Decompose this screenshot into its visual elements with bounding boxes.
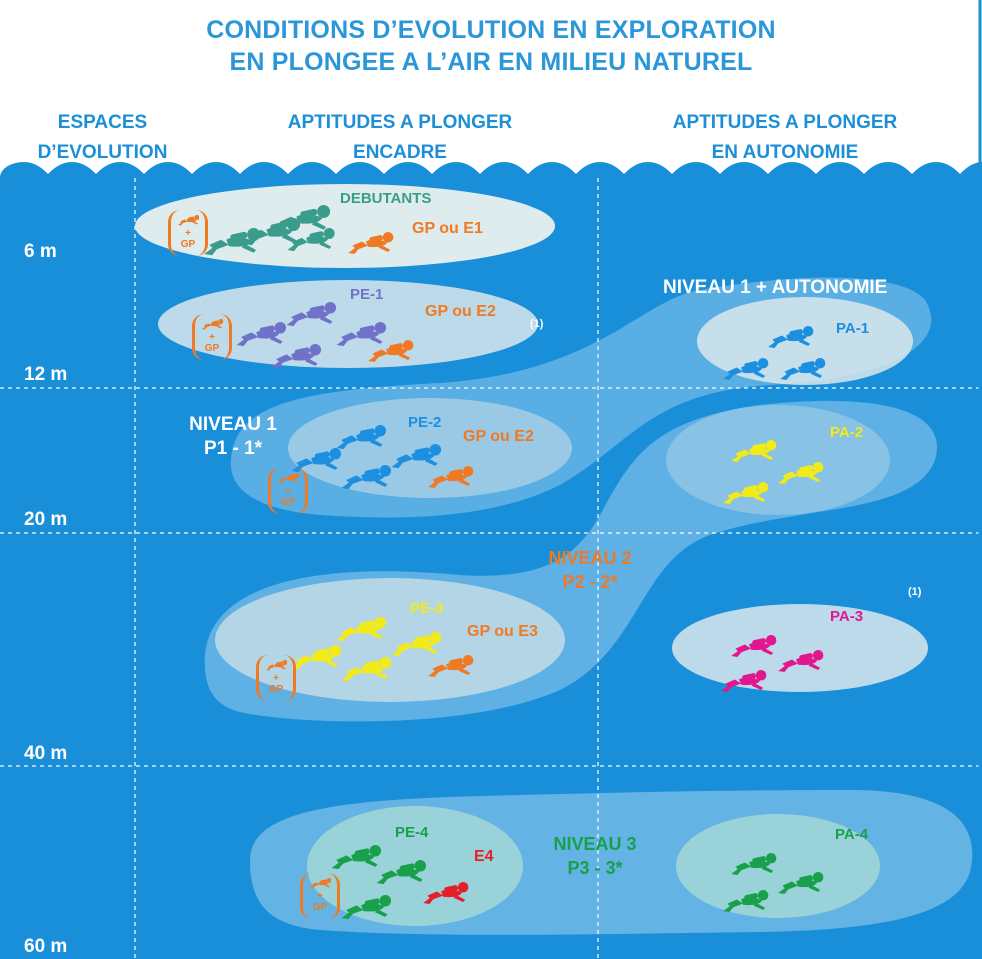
- depth-20m: 20 m: [24, 509, 68, 530]
- note-pe1: (1): [530, 318, 544, 330]
- label-guide-pe3: GP ou E3: [467, 623, 538, 640]
- level-niveau3-line1: NIVEAU 3: [553, 834, 637, 854]
- column-header-autonomie-line1: APTITUDES A PLONGER: [672, 112, 898, 133]
- zone-pe1: [158, 280, 538, 368]
- label-pa3: PA-3: [830, 608, 864, 625]
- gp-badge-icon: + GP: [300, 873, 340, 919]
- depth-40m: 40 m: [24, 743, 68, 764]
- column-header-encadre-line1: APTITUDES A PLONGER: [287, 112, 513, 133]
- title-line-2: EN PLONGEE A L’AIR EN MILIEU NATUREL: [229, 48, 753, 76]
- label-pe3: PE-3: [410, 600, 444, 617]
- column-header-encadre: APTITUDES A PLONGER ENCADRE: [250, 108, 550, 168]
- gp-badge-icon: + GP: [256, 655, 296, 701]
- gp-badge-icon: + GP: [192, 314, 232, 360]
- label-guide-pe2: GP ou E2: [463, 428, 534, 445]
- depth-12m: 12 m: [24, 364, 68, 385]
- level-niveau2-line1: NIVEAU 2: [548, 548, 632, 568]
- column-header-espaces-line2: D’EVOLUTION: [37, 142, 168, 163]
- zone-pe3: [215, 578, 565, 702]
- grid-lines: [0, 178, 982, 959]
- level-niveau2-line2: P2 - 2*: [562, 572, 618, 592]
- level-niveau3-line2: P3 - 3*: [567, 858, 623, 878]
- label-pa2: PA-2: [830, 424, 864, 441]
- column-header-espaces-line1: ESPACES: [57, 112, 148, 133]
- level-niveau1-line2: P1 - 1*: [203, 438, 263, 459]
- label-guide-e1: GP ou E1: [412, 220, 483, 237]
- column-header-encadre-line2: ENCADRE: [353, 142, 447, 163]
- gp-badge-icon: + GP: [268, 468, 308, 514]
- column-header-autonomie-line2: EN AUTONOMIE: [711, 142, 859, 163]
- label-debutants: DEBUTANTS: [340, 190, 432, 207]
- level-niveau1-autonomie: NIVEAU 1 + AUTONOMIE: [663, 277, 888, 298]
- depth-60m: 60 m: [24, 936, 68, 957]
- gp-badge-icon: + GP: [168, 210, 208, 256]
- label-pe2: PE-2: [408, 414, 442, 431]
- label-pe1: PE-1: [350, 286, 384, 303]
- label-pe4: PE-4: [395, 824, 429, 841]
- zone-pa4: [676, 814, 880, 918]
- level-niveau2: NIVEAU 2 P2 - 2*: [530, 546, 650, 594]
- note-pa3: (1): [908, 586, 922, 598]
- label-guide-pe1: GP ou E2: [425, 303, 496, 320]
- column-header-autonomie: APTITUDES A PLONGER EN AUTONOMIE: [635, 108, 935, 168]
- column-header-espaces: ESPACES D’EVOLUTION: [30, 108, 175, 168]
- label-pa1: PA-1: [836, 320, 870, 337]
- zone-pa2: [666, 405, 890, 515]
- label-guide-e4: E4: [474, 848, 494, 865]
- depth-6m: 6 m: [24, 241, 57, 262]
- label-pa4: PA-4: [835, 826, 869, 843]
- zone-pa3: [672, 604, 928, 692]
- level-niveau1-line1: NIVEAU 1: [189, 414, 277, 435]
- level-niveau1: NIVEAU 1 P1 - 1*: [178, 413, 288, 461]
- level-niveau3: NIVEAU 3 P3 - 3*: [540, 832, 650, 880]
- zone-debutants: [135, 184, 555, 268]
- title-line-1: CONDITIONS D’EVOLUTION EN EXPLORATION: [206, 16, 776, 44]
